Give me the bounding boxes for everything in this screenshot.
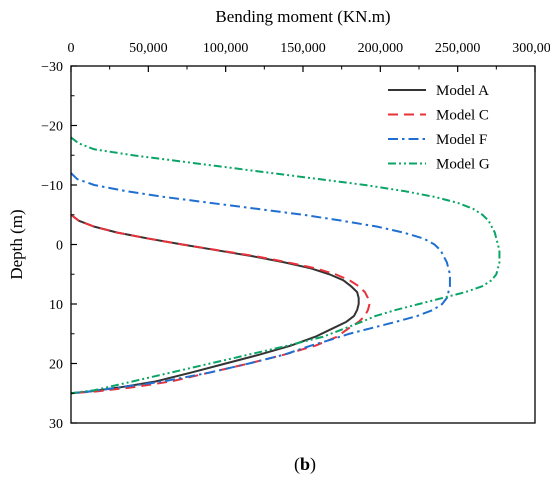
legend-label: Model A bbox=[436, 83, 489, 99]
x-tick-label: 200,000 bbox=[358, 41, 404, 56]
y-tick-label: 10 bbox=[49, 298, 63, 313]
x-tick-label: 100,000 bbox=[203, 41, 249, 56]
legend-label: Model C bbox=[436, 108, 489, 124]
y-tick-label: −10 bbox=[41, 179, 63, 194]
plot-curves bbox=[70, 136, 501, 395]
y-tick-label: 20 bbox=[49, 358, 63, 373]
x-axis: 0 50,000 100,000 150,000 200,000 250,000 300,0… bbox=[68, 41, 550, 72]
y-tick-label: 30 bbox=[49, 417, 63, 432]
x-tick-label: 0 bbox=[68, 41, 75, 56]
legend-label: Model G bbox=[436, 157, 490, 173]
legend-label: Model F bbox=[436, 132, 487, 148]
y-axis-title: Depth (m) bbox=[7, 209, 26, 279]
series-line-model-a bbox=[70, 213, 360, 395]
x-tick-label: 300,000 bbox=[512, 41, 550, 56]
x-tick-label: 50,000 bbox=[129, 41, 168, 56]
legend: Model A Model C Model F Model G bbox=[388, 83, 490, 173]
y-axis: −30 −20 −10 0 10 20 30 bbox=[41, 60, 77, 432]
x-tick-label: 150,000 bbox=[280, 41, 326, 56]
series-line-model-g bbox=[70, 136, 501, 395]
y-tick-label: −30 bbox=[41, 60, 63, 75]
figure-caption: (b) bbox=[294, 454, 316, 475]
y-tick-label: 0 bbox=[56, 239, 63, 254]
series-line-model-f bbox=[70, 172, 451, 395]
series-line-model-c bbox=[70, 213, 371, 395]
x-axis-title: Bending moment (KN.m) bbox=[215, 7, 390, 26]
y-tick-label: −20 bbox=[41, 120, 63, 135]
x-tick-label: 250,000 bbox=[435, 41, 481, 56]
